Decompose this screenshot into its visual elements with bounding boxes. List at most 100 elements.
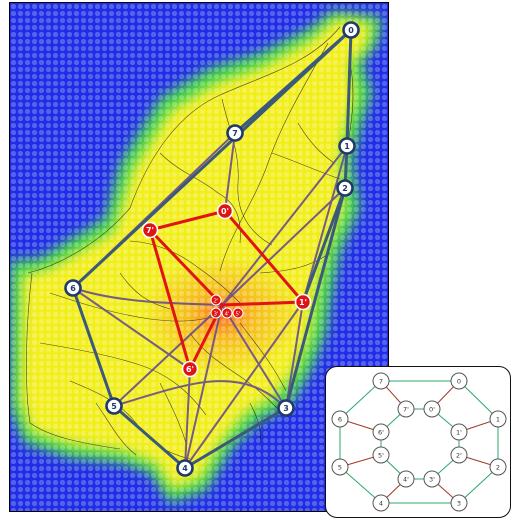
outer-node-7[interactable]: 7: [226, 124, 244, 142]
outer-node-label: 3: [283, 404, 289, 413]
outer-edge: [301, 187, 347, 303]
outer-node-4[interactable]: 4: [176, 459, 194, 477]
inset-node-label: 3': [429, 476, 435, 484]
inset-outer-ring-edge: [458, 466, 499, 504]
cross-edge: [302, 145, 348, 303]
hub-nodes: 2' 3' 4' 5': [210, 294, 244, 319]
cross-edge-curve: [72, 287, 223, 306]
inset-node-label: 1: [496, 416, 500, 424]
inner-node-7p[interactable]: 7': [141, 221, 159, 239]
inset-nodes: 0 1 2 3 4 5 6 7 0' 1' 2' 3' 4' 5' 6' 7': [331, 372, 507, 512]
inset-node-label: 2: [496, 464, 500, 472]
inset-inner-node[interactable]: 5': [372, 446, 390, 464]
hub-node-5p[interactable]: 5': [232, 307, 244, 319]
inner-node-label: 0': [221, 207, 229, 216]
inset-node-label: 4': [403, 476, 409, 484]
inset-node-label: 5: [338, 464, 342, 472]
inset-inner-node[interactable]: 2': [450, 446, 468, 464]
inset-outer-node[interactable]: 2: [489, 458, 507, 476]
outer-edge: [71, 287, 116, 407]
map-panel: 2' 3' 4' 5' 0' 1': [9, 2, 389, 512]
inset-outer-node[interactable]: 4: [372, 494, 390, 512]
outer-node-label: 7: [232, 129, 238, 138]
hub-node-label: 2': [213, 299, 218, 305]
cross-edge: [285, 301, 304, 409]
outer-node-label: 0: [348, 26, 354, 35]
outer-node-3[interactable]: 3: [277, 399, 295, 417]
inset-inner-node[interactable]: 7': [397, 400, 415, 418]
inset-node-label: 0: [457, 378, 461, 386]
inner-nodes: 0' 1' 6' 7': [141, 202, 312, 378]
inset-node-label: 0': [429, 406, 435, 414]
inset-outer-ring-edge: [339, 380, 382, 420]
outer-node-label: 5: [111, 402, 117, 411]
inset-outer-node[interactable]: 7: [372, 372, 390, 390]
outer-edge: [113, 404, 186, 470]
inset-node-label: 7: [379, 378, 383, 386]
inner-node-1p[interactable]: 1': [294, 293, 312, 311]
outer-node-label: 2: [342, 184, 348, 193]
cross-edge: [184, 304, 223, 469]
outer-node-label: 1: [344, 142, 350, 151]
outer-node-6[interactable]: 6: [64, 279, 82, 297]
inset-node-label: 4: [379, 500, 383, 508]
inset-outer-node[interactable]: 6: [331, 410, 349, 428]
outer-node-label: 4: [182, 464, 188, 473]
hub-node-label: 3': [213, 312, 218, 318]
inner-edge: [148, 228, 224, 307]
inset-outer-ring-edge: [458, 380, 499, 420]
hub-node-3p[interactable]: 3': [210, 307, 222, 319]
inset-inner-node[interactable]: 4': [397, 470, 415, 488]
inner-node-label: 7': [146, 226, 154, 235]
outer-edges: [71, 28, 353, 470]
hub-node-4p[interactable]: 4': [221, 307, 233, 319]
hub-node-2p[interactable]: 2': [210, 294, 222, 306]
inset-inner-node[interactable]: 1': [450, 423, 468, 441]
map-canvas: 2' 3' 4' 5' 0' 1': [10, 3, 388, 511]
inner-edges: [148, 209, 305, 370]
outer-node-1[interactable]: 1: [338, 137, 356, 155]
inset-inner-node[interactable]: 0': [423, 400, 441, 418]
inner-node-0p[interactable]: 0': [216, 202, 234, 220]
inner-node-label: 6': [186, 365, 194, 374]
inset-outer-node[interactable]: 3: [450, 494, 468, 512]
inner-edge: [223, 210, 305, 303]
hub-node-label: 5': [235, 312, 240, 318]
inset-node-label: 5': [378, 452, 384, 460]
cross-edge: [113, 304, 223, 407]
inset-node-label: 7': [403, 406, 409, 414]
inset-node-label: 1': [456, 429, 462, 437]
outer-edge: [234, 28, 352, 135]
cross-edge: [224, 132, 236, 212]
inner-node-6p[interactable]: 6': [181, 360, 199, 378]
inset-canvas: 0 1 2 3 4 5 6 7 0' 1' 2' 3' 4' 5' 6' 7': [331, 372, 507, 512]
outer-nodes: 0 1 2 3 4 5 6: [64, 21, 360, 477]
inner-edge: [221, 300, 304, 307]
inset-edges: [339, 380, 499, 504]
inner-edge: [149, 209, 226, 232]
cross-edge: [72, 287, 191, 370]
cross-edge: [184, 301, 304, 469]
cross-edge-curve: [113, 380, 287, 409]
outer-edge: [345, 29, 353, 147]
inset-outer-node[interactable]: 5: [331, 458, 349, 476]
inner-edge: [148, 229, 192, 370]
inset-outer-node[interactable]: 1: [489, 410, 507, 428]
inset-inner-node[interactable]: 3': [423, 470, 441, 488]
inset-node-label: 6: [338, 416, 342, 424]
outer-edge: [184, 406, 287, 470]
outer-node-5[interactable]: 5: [105, 397, 123, 415]
outer-node-label: 6: [70, 284, 76, 293]
inset-node-label: 6': [378, 429, 384, 437]
topology-inset: 0 1 2 3 4 5 6 7 0' 1' 2' 3' 4' 5' 6' 7': [325, 366, 511, 518]
inset-outer-ring-edge: [339, 466, 382, 504]
hub-node-label: 4': [224, 312, 229, 318]
outer-node-0[interactable]: 0: [342, 21, 360, 39]
cross-edge: [221, 145, 348, 306]
inset-inner-node[interactable]: 6': [372, 423, 390, 441]
inner-node-label: 1': [299, 298, 307, 307]
outer-node-2[interactable]: 2: [336, 179, 354, 197]
cross-edge: [221, 187, 346, 306]
inset-outer-node[interactable]: 0: [450, 372, 468, 390]
outer-edge: [284, 187, 347, 409]
